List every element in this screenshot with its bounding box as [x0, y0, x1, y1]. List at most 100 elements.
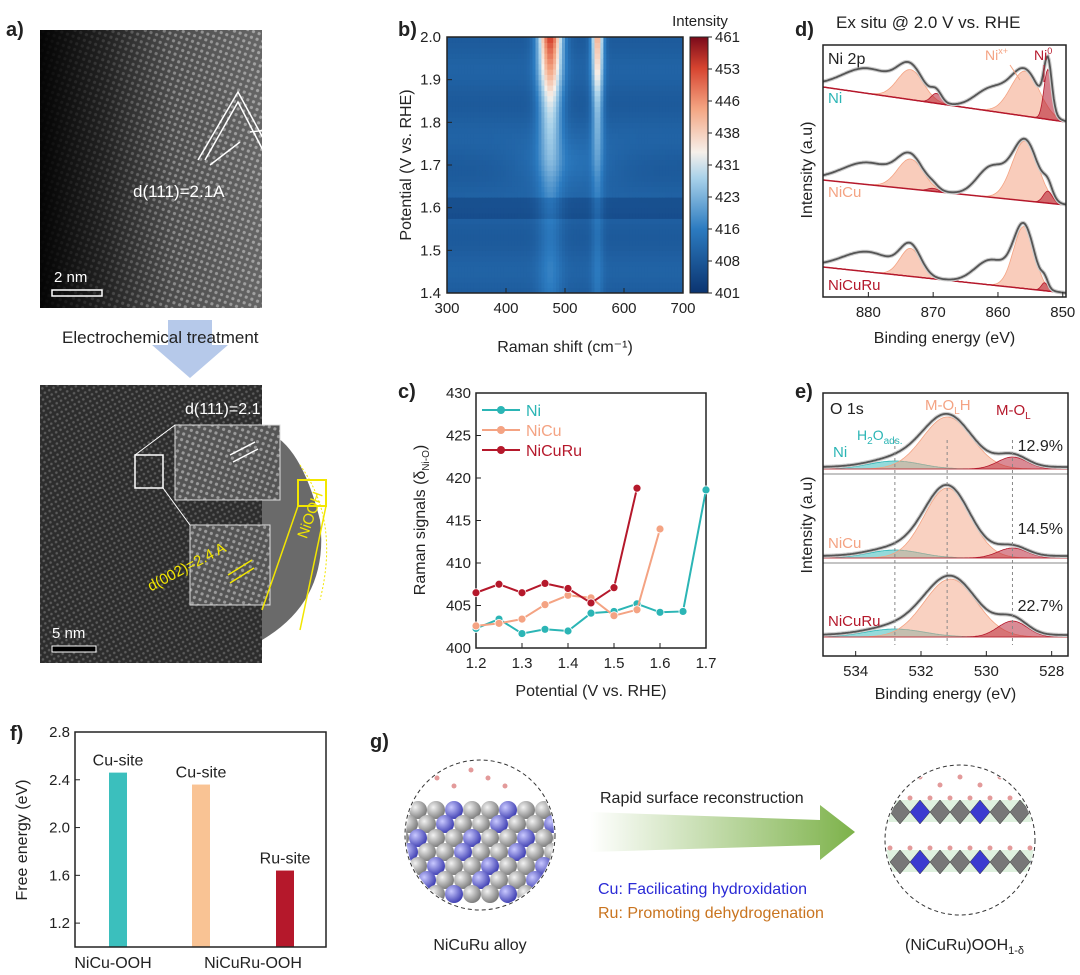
heatmap-cell — [659, 287, 663, 293]
heatmap-cell — [594, 90, 599, 97]
heatmap-cell — [615, 63, 619, 70]
heatmap-cell — [650, 207, 655, 214]
heatmap-cell — [615, 282, 619, 289]
heatmap-cell — [588, 271, 593, 278]
heatmap-cell — [603, 127, 607, 134]
heatmap-cell — [668, 122, 672, 129]
heatmap-cell — [461, 138, 466, 145]
heatmap-cell — [535, 58, 540, 65]
hydrogen-atom — [987, 845, 993, 851]
heatmap-cell — [650, 170, 655, 177]
heatmap-cell — [482, 218, 486, 225]
heatmap-cell — [544, 101, 548, 107]
heatmap-cell — [541, 42, 545, 49]
heatmap-cell — [461, 271, 466, 278]
heatmap-cell — [520, 111, 525, 118]
atom — [553, 857, 554, 875]
heatmap-cell — [565, 234, 569, 241]
heatmap-cell — [570, 101, 575, 107]
heatmap-cell — [568, 165, 572, 171]
heatmap-cell — [491, 79, 495, 86]
heatmap-cell — [585, 149, 590, 155]
heatmap-cell — [659, 143, 663, 150]
heatmap-cell — [603, 213, 607, 219]
heatmap-cell — [674, 261, 678, 267]
heatmap-cell — [547, 143, 551, 150]
heatmap-cell — [467, 207, 472, 214]
heatmap-cell — [588, 191, 593, 198]
heatmap-cell — [656, 266, 661, 273]
heatmap-cell — [479, 133, 483, 139]
series-line-NiCu — [475, 528, 661, 627]
heatmap-cell — [485, 111, 489, 118]
heatmap-cell — [541, 79, 545, 86]
heatmap-cell — [532, 250, 537, 257]
heatmap-cell — [621, 117, 625, 123]
heatmap-cell — [568, 175, 572, 182]
heatmap-cell — [532, 223, 537, 230]
heatmap-cell — [526, 37, 531, 43]
heatmap-cell — [588, 122, 593, 129]
heatmap-cell — [585, 74, 590, 81]
heatmap-cell — [461, 218, 466, 225]
heatmap-cell — [517, 63, 522, 70]
heatmap-cell — [523, 111, 528, 118]
heatmap-cell — [485, 101, 489, 107]
heatmap-cell — [606, 159, 610, 166]
heatmap-cell — [674, 234, 678, 241]
heatmap-cell — [600, 181, 604, 187]
heatmap-cell — [612, 47, 616, 54]
heatmap-cell — [547, 95, 551, 102]
heatmap-cell — [624, 223, 628, 230]
heatmap-cell — [668, 37, 672, 43]
heatmap-cell — [579, 207, 584, 214]
heatmap-cell — [573, 53, 578, 59]
heatmap-cell — [597, 165, 602, 171]
heatmap-cell — [621, 154, 625, 161]
heatmap-cell — [627, 255, 631, 262]
x-tick-label: 530 — [974, 663, 999, 680]
heatmap-cell — [538, 79, 543, 86]
heatmap-cell — [624, 213, 628, 219]
heatmap-cell — [553, 213, 557, 219]
heatmap-cell — [488, 149, 492, 155]
atom — [454, 871, 472, 889]
heatmap-cell — [644, 85, 649, 91]
heatmap-cell — [467, 85, 472, 91]
heatmap-cell — [517, 58, 522, 65]
heatmap-cell — [582, 149, 587, 155]
heatmap-cell — [514, 106, 519, 113]
heatmap-cell — [455, 255, 460, 262]
heatmap-cell — [523, 149, 528, 155]
heatmap-cell — [573, 277, 578, 283]
heatmap-cell — [520, 69, 525, 75]
heatmap-cell — [476, 37, 481, 43]
heatmap-cell — [535, 165, 540, 171]
heatmap-cell — [514, 239, 519, 246]
heatmap-cell — [535, 191, 540, 198]
heatmap-cell — [500, 255, 504, 262]
heatmap-cell — [656, 255, 661, 262]
heatmap-cell — [452, 69, 457, 75]
heatmap-cell — [452, 271, 457, 278]
heatmap-cell — [503, 149, 507, 155]
heatmap-cell — [538, 154, 543, 161]
heatmap-cell — [503, 170, 507, 177]
heatmap-cell — [641, 207, 646, 214]
heatmap-cell — [452, 58, 457, 65]
heatmap-cell — [665, 271, 669, 278]
heatmap-cell — [573, 79, 578, 86]
heatmap-cell — [609, 170, 613, 177]
heatmap-cell — [585, 277, 590, 283]
heatmap-cell — [603, 234, 607, 241]
heatmap-cell — [485, 95, 489, 102]
heatmap-cell — [677, 202, 681, 209]
heatmap-cell — [609, 127, 613, 134]
heatmap-cell — [559, 181, 563, 187]
heatmap-cell — [526, 101, 531, 107]
heatmap-cell — [514, 266, 519, 273]
heatmap-cell — [458, 266, 463, 273]
heatmap-cell — [467, 127, 472, 134]
heatmap-cell — [656, 79, 661, 86]
heatmap-cell — [447, 106, 451, 113]
